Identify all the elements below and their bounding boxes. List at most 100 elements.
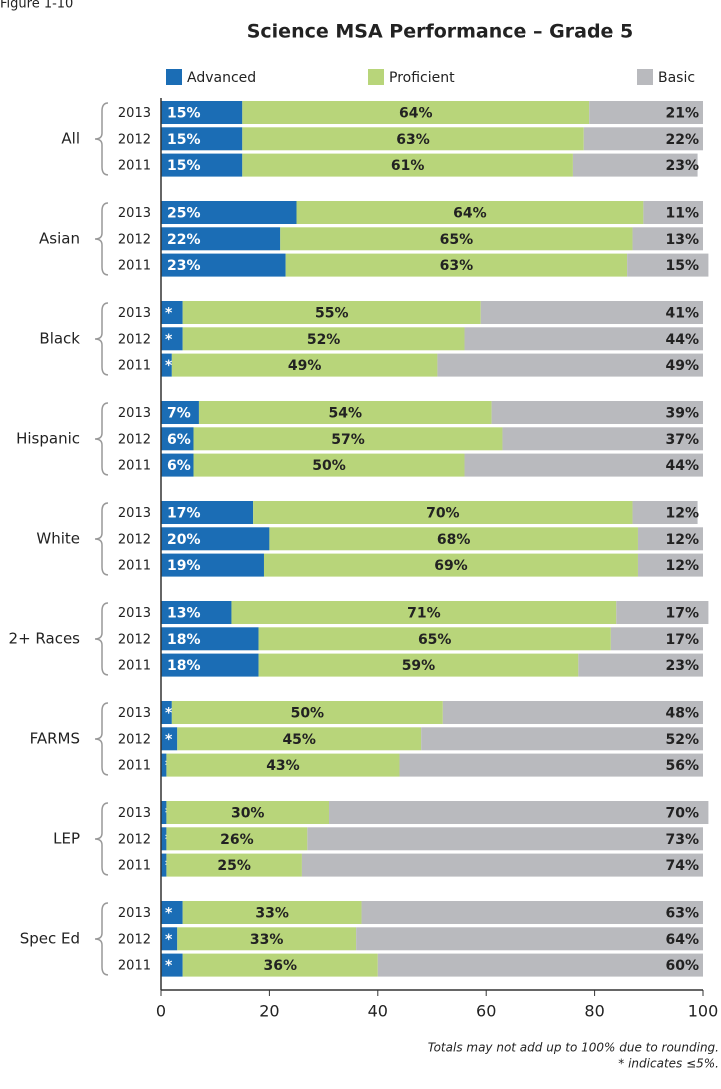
data-label: 26%	[220, 832, 254, 848]
data-label: 55%	[315, 306, 349, 322]
data-label: 74%	[665, 858, 699, 874]
bar-segment	[198, 401, 492, 424]
x-tick-label: 0	[156, 1002, 166, 1021]
data-label: 33%	[250, 932, 284, 948]
category-label: Asian	[39, 229, 80, 247]
data-label: 49%	[288, 358, 322, 374]
figure-label: Figure 1-10	[0, 0, 73, 12]
brace	[94, 302, 109, 376]
data-label: 17%	[167, 506, 201, 522]
bar-segment	[193, 427, 503, 451]
data-label: 7%	[167, 406, 191, 422]
bar-segment	[161, 301, 183, 324]
bar-segment	[161, 953, 183, 977]
bar-segment	[161, 153, 243, 177]
data-label: 12%	[665, 506, 699, 522]
data-label: 61%	[391, 158, 425, 174]
year-label: 2011	[118, 459, 151, 474]
legend-swatch	[368, 69, 384, 85]
year-label: 2012	[118, 332, 151, 347]
data-label: *	[165, 358, 173, 374]
bar-segment	[285, 253, 628, 277]
bar-segment	[161, 401, 199, 424]
legend-swatch	[637, 69, 653, 85]
data-label: *	[165, 332, 173, 348]
data-label: 69%	[434, 558, 468, 574]
bar-segment	[231, 601, 617, 624]
bar-segment	[161, 353, 172, 377]
bar-segment	[307, 827, 703, 851]
bar-segment	[161, 227, 281, 251]
bar-segment	[583, 127, 703, 151]
bar-segment	[161, 427, 194, 451]
year-label: 2013	[118, 306, 151, 321]
bar-segment	[177, 727, 422, 751]
data-label: 45%	[282, 732, 316, 748]
category-label: Black	[39, 329, 80, 347]
bar-segment	[161, 927, 178, 951]
data-label: 30%	[231, 806, 265, 822]
bar-segment	[242, 127, 584, 151]
data-label: *	[165, 306, 173, 322]
category-label: FARMS	[30, 729, 80, 747]
bar-segment	[377, 953, 703, 977]
bar-segment	[329, 801, 709, 824]
data-label: 70%	[426, 506, 460, 522]
data-label: 23%	[665, 658, 699, 674]
year-label: 2013	[118, 106, 151, 121]
data-label: 36%	[263, 958, 297, 974]
bar-segment	[480, 301, 703, 324]
data-label: 15%	[665, 258, 699, 274]
bar-segment	[242, 153, 573, 177]
bar-segment	[616, 601, 709, 624]
data-label: 65%	[440, 232, 474, 248]
bar-segment	[296, 201, 644, 224]
bar-segment	[258, 627, 611, 651]
year-label: 2012	[118, 732, 151, 747]
bar-segment	[253, 501, 633, 524]
bar-segment	[166, 801, 330, 824]
bar-segment	[161, 453, 194, 477]
data-label: 64%	[665, 932, 699, 948]
data-label: 59%	[402, 658, 436, 674]
year-label: 2012	[118, 632, 151, 647]
data-label: 18%	[167, 632, 201, 648]
data-label: 63%	[665, 906, 699, 922]
year-label: 2013	[118, 706, 151, 721]
data-label: 6%	[167, 458, 191, 474]
data-label: 39%	[665, 406, 699, 422]
bar-segment	[161, 501, 254, 524]
bar-segment	[171, 701, 443, 724]
data-label: 44%	[665, 458, 699, 474]
bar-segment	[161, 827, 167, 851]
data-label: 21%	[665, 106, 699, 122]
bar-segment	[242, 101, 590, 124]
year-label: 2013	[118, 506, 151, 521]
bar-segment	[301, 853, 703, 877]
bar-segment	[399, 753, 703, 777]
bar-segment	[632, 227, 703, 251]
category-label: Hispanic	[16, 429, 80, 447]
data-label: 60%	[665, 958, 699, 974]
year-label: 2011	[118, 659, 151, 674]
category-label: LEP	[53, 829, 80, 847]
data-label: 41%	[665, 306, 699, 322]
bar-segment	[502, 427, 703, 451]
legend-label: Basic	[658, 70, 695, 86]
year-label: 2013	[118, 906, 151, 921]
bar-segment	[193, 453, 465, 477]
x-tick-label: 80	[584, 1002, 604, 1021]
brace	[94, 402, 109, 476]
bar-segment	[627, 253, 709, 277]
year-label: 2011	[118, 159, 151, 174]
brace	[94, 602, 109, 676]
bar-segment	[637, 553, 703, 577]
chart-title: Science MSA Performance – Grade 5	[247, 21, 634, 43]
data-label: 65%	[418, 632, 452, 648]
legend-label: Proficient	[389, 70, 455, 86]
bar-segment	[161, 327, 183, 351]
year-label: 2012	[118, 132, 151, 147]
bar-segment	[632, 501, 698, 524]
year-label: 2013	[118, 406, 151, 421]
brace	[94, 202, 109, 276]
